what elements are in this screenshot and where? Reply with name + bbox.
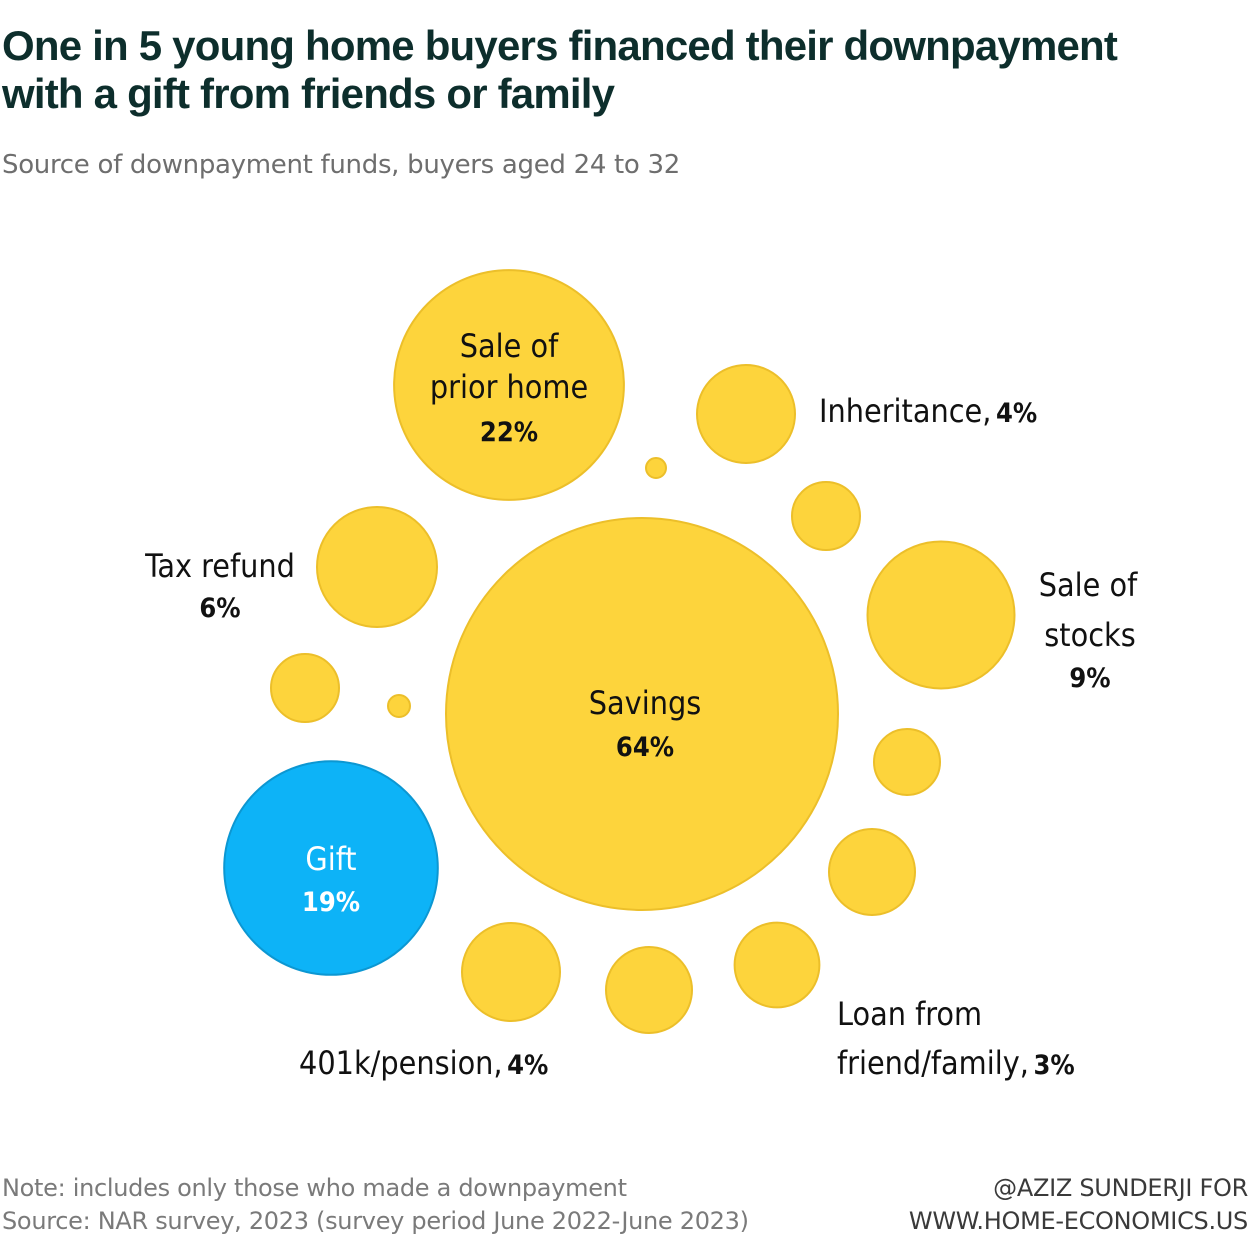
bubble-inheritance <box>696 364 796 464</box>
footer-source: Source: NAR survey, 2023 (survey period … <box>2 1207 749 1235</box>
label-gift-name: Gift <box>305 840 356 878</box>
bubble-unlabeled-1 <box>645 457 667 479</box>
bubble-tax-refund <box>316 506 438 628</box>
label-savings-value: 64% <box>616 732 674 763</box>
label-prior-home-value: 22% <box>480 417 538 448</box>
footer-notes: Note: includes only those who made a dow… <box>2 1172 749 1238</box>
footer-note: Note: includes only those who made a dow… <box>2 1174 627 1202</box>
label-savings-name: Savings <box>589 684 701 722</box>
label-inheritance: Inheritance, 4% <box>819 392 1037 430</box>
bubble-gift <box>223 760 439 976</box>
label-loan-line-1: Loan from <box>837 995 982 1033</box>
label-pension-value: 4% <box>507 1050 548 1081</box>
label-loan-line-2: friend/family, 3% <box>837 1044 1075 1082</box>
bubble-label-pension: 401k/pension, 4% <box>299 1044 548 1082</box>
bubble-label-loan: Loan from friend/family, 3% <box>837 995 1075 1082</box>
bubble-sale-of-prior-home <box>393 269 625 501</box>
bubble-label-stocks: Sale of stocks 9% <box>1039 566 1138 694</box>
label-prior-home-line-2: prior home <box>430 368 588 406</box>
label-gift-value: 19% <box>302 887 360 918</box>
bubble-label-inheritance: Inheritance, 4% <box>819 392 1037 430</box>
bubble-unlabeled-7 <box>605 946 693 1034</box>
footer-credit-line-1: @AZIZ SUNDERJI FOR <box>993 1174 1248 1202</box>
bubble-savings <box>445 517 839 911</box>
label-stocks-line-1: Sale of <box>1039 566 1138 604</box>
label-prior-home-line-1: Sale of <box>460 327 559 365</box>
label-tax-refund-value: 6% <box>199 593 240 624</box>
label-inheritance-value: 4% <box>996 398 1037 429</box>
footer-credit-line-2: WWW.HOME-ECONOMICS.US <box>908 1207 1248 1235</box>
bubble-unlabeled-6 <box>828 828 916 916</box>
label-loan-name: friend/family, <box>837 1044 1029 1082</box>
chart-title-line-1: One in 5 young home buyers financed thei… <box>2 22 1118 69</box>
bubble-label-tax-refund: Tax refund 6% <box>144 547 295 624</box>
bubble-group <box>223 269 1016 1034</box>
label-inheritance-name: Inheritance, <box>819 392 991 430</box>
bubble-unlabeled-4 <box>387 694 411 718</box>
label-pension-name: 401k/pension, <box>299 1044 503 1082</box>
chart-title: One in 5 young home buyers financed thei… <box>2 22 1248 118</box>
bubble-sale-of-stocks <box>866 540 1016 690</box>
bubble-401k-pension <box>461 922 561 1022</box>
bubble-unlabeled-3 <box>270 653 340 723</box>
bubble-unlabeled-2 <box>791 481 861 551</box>
chart-title-line-2: with a gift from friends or family <box>2 70 615 117</box>
label-pension: 401k/pension, 4% <box>299 1044 548 1082</box>
bubble-label-savings: Savings 64% <box>589 684 701 763</box>
label-tax-refund-name: Tax refund <box>144 547 295 585</box>
bubble-unlabeled-5 <box>873 728 941 796</box>
bubble-loan-from-friend-family <box>733 921 821 1009</box>
label-stocks-line-2: stocks <box>1044 616 1135 654</box>
footer-credit: @AZIZ SUNDERJI FOR WWW.HOME-ECONOMICS.US <box>909 1172 1248 1238</box>
chart-subtitle: Source of downpayment funds, buyers aged… <box>2 150 680 180</box>
label-stocks-value: 9% <box>1069 663 1110 694</box>
label-loan-value: 3% <box>1033 1050 1074 1081</box>
bubble-label-gift: Gift 19% <box>302 840 360 918</box>
bubble-label-prior-home: Sale of prior home 22% <box>430 327 588 448</box>
